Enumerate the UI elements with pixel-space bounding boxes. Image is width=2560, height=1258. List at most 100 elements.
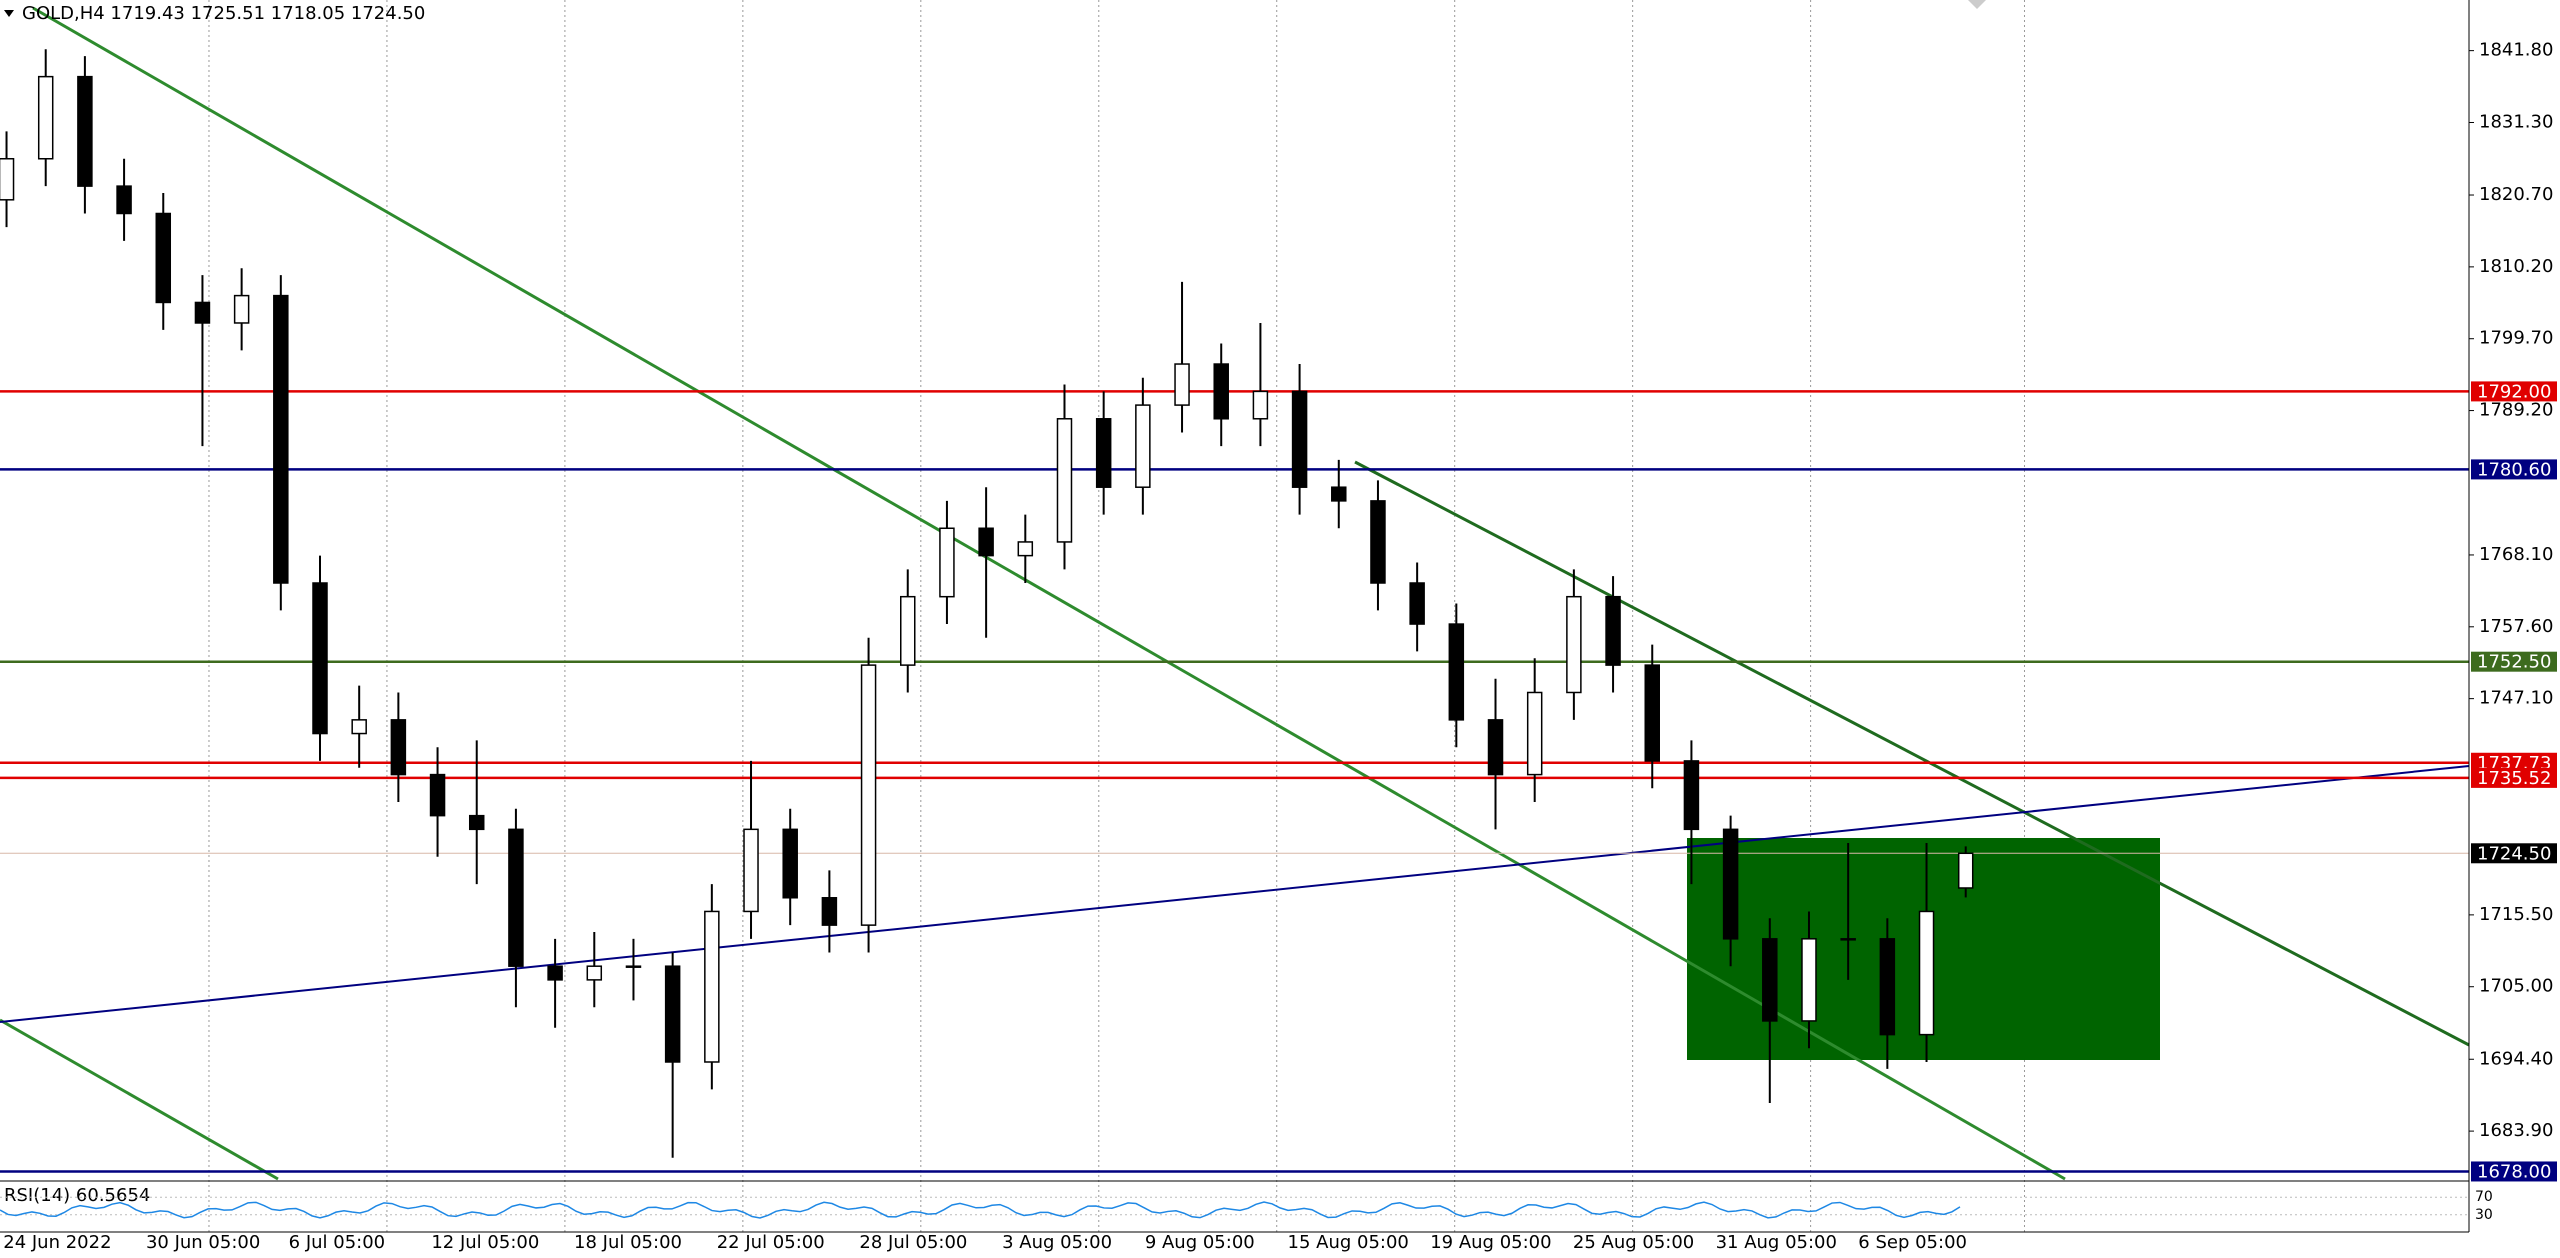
candle-body (1918, 910, 1935, 1036)
x-tick-label: 31 Aug 05:00 (1716, 1232, 1837, 1253)
candle-body (939, 527, 955, 598)
candle-body (1448, 623, 1465, 721)
candle-body (1095, 418, 1112, 488)
rsi-tick-label: 70 (2475, 1189, 2493, 1205)
y-tick-label: 1799.70 (2479, 328, 2553, 349)
candle-body (116, 185, 132, 215)
candle-body (508, 828, 524, 967)
x-tick-label: 18 Jul 05:00 (574, 1232, 682, 1253)
candle-body (1566, 595, 1582, 694)
chart-title: GOLD,H4 1719.43 1725.51 1718.05 1724.50 (22, 3, 425, 24)
level-label: 1792.00 (2477, 381, 2551, 402)
trend-line (32, 6, 2066, 1181)
candle-body (1291, 390, 1308, 488)
candle-body (1174, 363, 1190, 406)
level-label-box (2471, 381, 2557, 402)
level-label-box (2471, 1161, 2557, 1182)
level-label-box (2471, 651, 2557, 672)
rsi-tick-label: 30 (2475, 1207, 2493, 1223)
candle-body (1840, 938, 1856, 941)
candle-body (77, 75, 93, 187)
candle-body (625, 965, 642, 968)
y-tick-label: 1820.70 (2479, 184, 2553, 205)
candle-body (1252, 390, 1269, 420)
x-tick-label: 3 Aug 05:00 (1002, 1232, 1112, 1253)
candles (0, 49, 1974, 1158)
x-tick-label: 9 Aug 05:00 (1145, 1232, 1255, 1253)
candle-body (1017, 541, 1034, 557)
candle-body (704, 910, 720, 1063)
candle-body (900, 595, 916, 666)
candle-body (1213, 363, 1229, 420)
candle-body (155, 212, 172, 304)
candle-body (547, 965, 563, 981)
x-tick-label: 6 Jul 05:00 (289, 1232, 386, 1253)
candle-body (233, 294, 250, 324)
level-label-box (2471, 752, 2557, 773)
level-label: 1678.00 (2477, 1161, 2551, 1182)
y-tick-label: 1747.10 (2479, 688, 2553, 709)
candle-body (0, 158, 15, 201)
y-tick-label: 1768.10 (2479, 544, 2553, 565)
y-tick-label: 1841.80 (2479, 40, 2553, 61)
candle-body (468, 814, 485, 831)
level-label-box (2471, 767, 2557, 788)
candle-body (1331, 486, 1347, 502)
y-tick-label: 1683.90 (2479, 1120, 2553, 1141)
candle-body (743, 828, 759, 913)
level-label: 1752.50 (2477, 652, 2551, 673)
labels: 1841.80 1831.30 1820.70 1810.20 1799.70 1789.… (3, 40, 2557, 1253)
x-tick-label: 12 Jul 05:00 (431, 1232, 539, 1253)
candle-body (1370, 500, 1386, 584)
candle-body (351, 719, 367, 735)
y-tick-label: 1705.00 (2479, 976, 2553, 997)
candle-body (1409, 582, 1425, 625)
level-label: 1780.60 (2477, 459, 2551, 480)
candle-body (1957, 852, 1974, 889)
candle-body (821, 897, 838, 926)
x-tick-label: 24 Jun 2022 (3, 1232, 111, 1253)
candle-body (782, 828, 798, 899)
x-tick-label: 19 Aug 05:00 (1430, 1232, 1551, 1253)
candle-body (1762, 938, 1778, 1022)
candle-body (273, 294, 289, 584)
candle-body (1135, 404, 1151, 488)
level-label: 1735.52 (2477, 768, 2551, 789)
y-tick-label: 1715.50 (2479, 904, 2553, 925)
level-label-box (2471, 459, 2557, 480)
candle-body (978, 527, 994, 557)
candle-body (1801, 938, 1817, 1022)
rsi-title: RSI(14) 60.5654 (4, 1185, 150, 1206)
marker (1968, 0, 1986, 9)
rsi-line (0, 1201, 1961, 1219)
y-tick-label: 1831.30 (2479, 111, 2553, 132)
candle-body (1722, 828, 1739, 940)
candle-body (1879, 938, 1896, 1036)
candle-body (312, 582, 328, 735)
x-tick-label: 22 Jul 05:00 (717, 1232, 825, 1253)
candle-body (1526, 691, 1543, 776)
candle-body (860, 664, 877, 926)
trend-line (0, 765, 2470, 1023)
x-tick-label: 25 Aug 05:00 (1573, 1232, 1694, 1253)
candle-body (1487, 719, 1504, 776)
candle-body (664, 965, 681, 1063)
header-arrow (4, 10, 14, 17)
x-tick-label: 6 Sep 05:00 (1858, 1232, 1967, 1253)
candle-body (194, 301, 211, 324)
x-tick-label: 28 Jul 05:00 (859, 1232, 967, 1253)
candle-body (390, 719, 407, 776)
candle-body (37, 75, 54, 160)
candle-body (586, 965, 603, 981)
x-tick-label: 30 Jun 05:00 (146, 1232, 260, 1253)
channel-line (1354, 460, 2470, 1047)
y-tick-label: 1789.20 (2479, 400, 2553, 421)
y-tick-label: 1810.20 (2479, 256, 2553, 277)
level-label: 1724.50 (2477, 843, 2551, 864)
candle-body (1683, 760, 1700, 831)
levels (0, 390, 2469, 1173)
candle-body (429, 773, 446, 817)
